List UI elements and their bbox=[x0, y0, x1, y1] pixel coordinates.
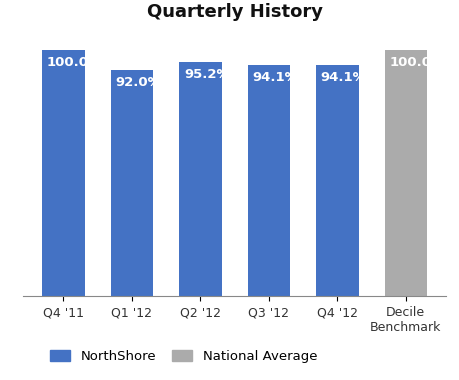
Bar bbox=[384, 50, 426, 296]
Title: Quarterly History: Quarterly History bbox=[146, 3, 322, 21]
Text: 100.0%: 100.0% bbox=[47, 56, 102, 69]
Legend: NorthShore, National Average: NorthShore, National Average bbox=[44, 343, 323, 370]
Text: 92.0%: 92.0% bbox=[115, 76, 161, 89]
Text: 95.2%: 95.2% bbox=[184, 68, 229, 81]
Bar bbox=[42, 50, 84, 296]
Bar bbox=[315, 65, 358, 296]
Text: 94.1%: 94.1% bbox=[320, 71, 366, 84]
Bar bbox=[179, 62, 221, 296]
Bar bbox=[111, 70, 153, 296]
Text: 100.0%: 100.0% bbox=[388, 56, 443, 69]
Bar bbox=[247, 65, 290, 296]
Text: 94.1%: 94.1% bbox=[252, 71, 297, 84]
